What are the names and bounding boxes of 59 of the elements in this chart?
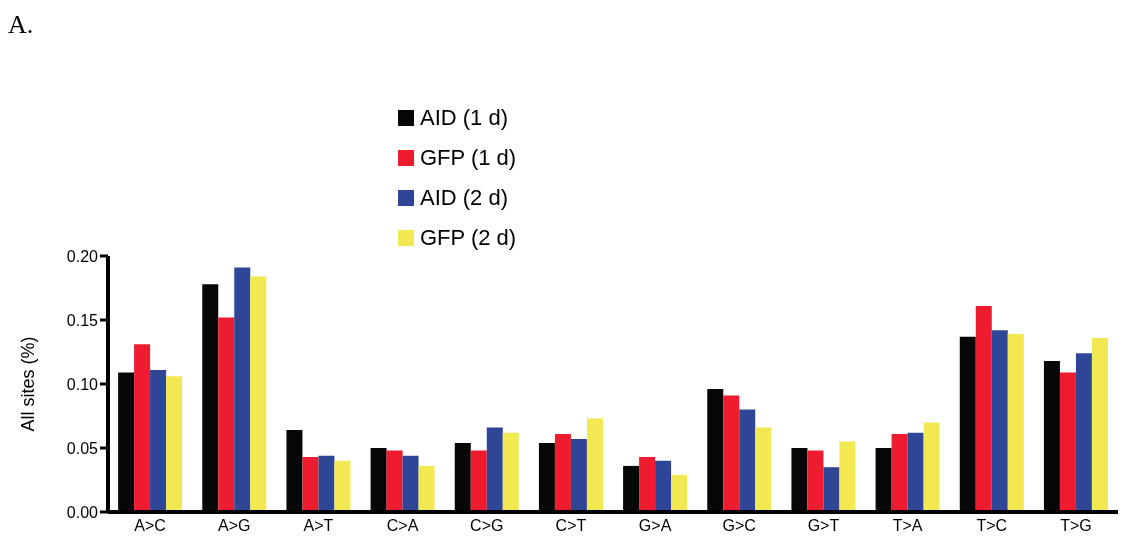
x-tick-label: C>G	[470, 517, 504, 535]
bar	[166, 376, 183, 512]
bar	[755, 427, 772, 512]
legend-label: GFP (2 d)	[420, 225, 517, 251]
bar	[907, 432, 924, 512]
y-tick-label: 0.10	[66, 375, 99, 393]
bar	[723, 395, 740, 512]
bar	[334, 460, 351, 512]
bar	[586, 418, 603, 512]
bar	[1059, 372, 1076, 512]
x-tick-label: A>C	[134, 517, 166, 535]
legend-label: GFP (1 d)	[420, 145, 517, 171]
x-tick-label: C>T	[555, 517, 587, 535]
bar	[554, 433, 571, 512]
bar	[302, 456, 319, 512]
bar	[418, 465, 435, 512]
x-tick-label: C>A	[386, 517, 419, 535]
text: A.	[8, 10, 34, 40]
bar	[739, 409, 756, 512]
y-tick-label: 0.15	[66, 311, 99, 329]
bar	[318, 455, 335, 512]
x-tick-label: G>C	[722, 517, 756, 535]
x-tick-label: T>A	[892, 517, 923, 535]
bar	[218, 317, 235, 512]
bar	[250, 276, 267, 512]
y-tick-label: 0.05	[66, 439, 99, 457]
legend-label: AID (2 d)	[420, 185, 509, 211]
y-tick-label: 0.20	[66, 247, 99, 265]
bar	[923, 422, 940, 512]
bar	[639, 456, 656, 512]
x-tick-label: A>G	[218, 517, 251, 535]
bar	[823, 467, 840, 512]
bar	[671, 474, 688, 512]
y-tick-label: 0.00	[66, 503, 99, 521]
bar	[807, 450, 824, 512]
bar	[470, 450, 487, 512]
bar	[1091, 337, 1108, 512]
x-tick-label: T>C	[976, 517, 1008, 535]
x-tick-label: G>T	[807, 517, 840, 535]
bar	[1075, 353, 1092, 512]
x-tick-label: G>A	[638, 517, 672, 535]
bar	[839, 441, 856, 512]
bar	[234, 267, 251, 512]
bar	[1007, 334, 1024, 512]
bar	[402, 455, 419, 512]
bar	[486, 427, 503, 512]
bar	[502, 432, 519, 512]
bar	[134, 344, 151, 512]
bar	[975, 305, 992, 512]
bar	[991, 330, 1008, 512]
bar	[386, 450, 403, 512]
legend-label: AID (1 d)	[420, 105, 509, 131]
y-axis-title: All sites (%)	[18, 336, 39, 432]
bar	[891, 433, 908, 512]
bar	[655, 460, 672, 512]
x-tick-label: A>T	[303, 517, 334, 535]
bar	[150, 369, 167, 512]
x-tick-label: T>G	[1060, 517, 1092, 535]
bar	[570, 439, 587, 512]
